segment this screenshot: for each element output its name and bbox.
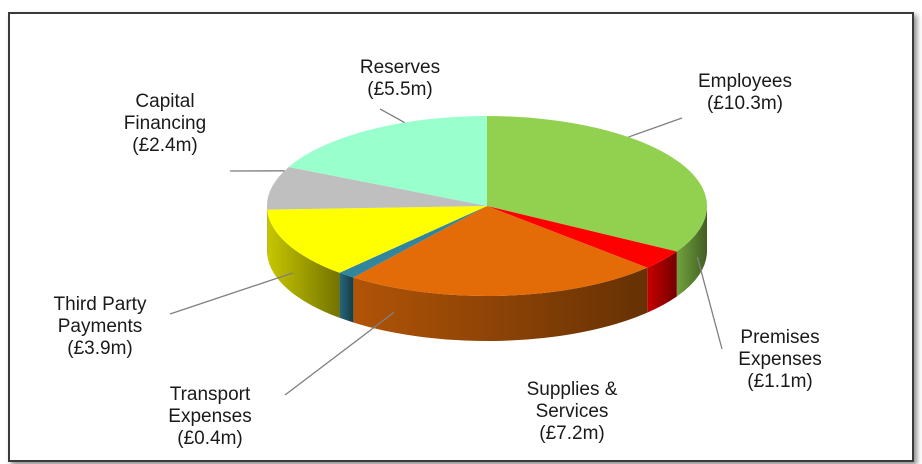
label-capital-financing: Capital Financing (£2.4m) bbox=[95, 91, 235, 157]
label-employees-name: Employees bbox=[670, 71, 820, 93]
label-transport-name-1: Transport bbox=[140, 384, 280, 406]
leader-line-employees bbox=[628, 118, 682, 137]
pie-top-faces bbox=[267, 116, 707, 296]
label-employees-value: (£10.3m) bbox=[670, 93, 820, 115]
label-capital-name-2: Financing bbox=[95, 113, 235, 135]
leader-line-reserves bbox=[380, 109, 405, 123]
leader-line-third-party bbox=[170, 273, 293, 314]
label-supplies-name-2: Services bbox=[497, 401, 647, 423]
label-premises-name-1: Premises bbox=[705, 327, 855, 349]
label-third-party-name-1: Third Party bbox=[30, 294, 170, 316]
chart-frame: Employees (£10.3m) Premises Expenses (£1… bbox=[8, 12, 914, 462]
label-reserves-value: (£5.5m) bbox=[330, 79, 470, 101]
pie-wall-transport-expenses bbox=[340, 273, 354, 323]
leader-line-transport bbox=[285, 312, 394, 395]
label-transport-expenses: Transport Expenses (£0.4m) bbox=[140, 384, 280, 450]
label-reserves-name: Reserves bbox=[330, 57, 470, 79]
label-third-party-name-2: Payments bbox=[30, 316, 170, 338]
label-transport-value: (£0.4m) bbox=[140, 428, 280, 450]
label-supplies-value: (£7.2m) bbox=[497, 423, 647, 445]
label-capital-value: (£2.4m) bbox=[95, 135, 235, 157]
label-reserves: Reserves (£5.5m) bbox=[330, 57, 470, 101]
label-third-party-value: (£3.9m) bbox=[30, 338, 170, 360]
label-third-party-payments: Third Party Payments (£3.9m) bbox=[30, 294, 170, 360]
label-supplies-services: Supplies & Services (£7.2m) bbox=[497, 379, 647, 445]
label-premises-expenses: Premises Expenses (£1.1m) bbox=[705, 327, 855, 393]
label-transport-name-2: Expenses bbox=[140, 406, 280, 428]
label-supplies-name-1: Supplies & bbox=[497, 379, 647, 401]
label-premises-name-2: Expenses bbox=[705, 349, 855, 371]
label-capital-name-1: Capital bbox=[95, 91, 235, 113]
label-employees: Employees (£10.3m) bbox=[670, 71, 820, 115]
label-premises-value: (£1.1m) bbox=[705, 371, 855, 393]
